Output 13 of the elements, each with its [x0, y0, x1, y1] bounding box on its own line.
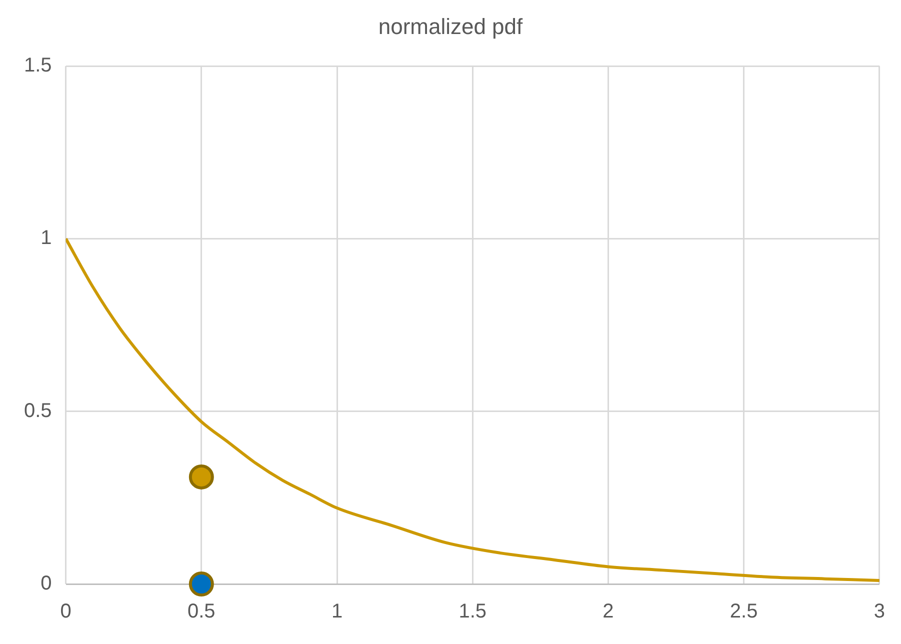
line-series — [66, 237, 880, 582]
y-tick-label: 1 — [40, 227, 52, 250]
x-tick-label: 2 — [602, 600, 614, 623]
x-tick-label: 0 — [60, 600, 72, 623]
x-tick-label: 1 — [331, 600, 343, 623]
y-tick-label: 1.5 — [24, 54, 52, 77]
x-tick-label: 0.5 — [188, 600, 216, 623]
chart-title: normalized pdf — [377, 14, 524, 40]
y-tick-label: 0 — [40, 572, 52, 595]
x-tick-label: 1.5 — [458, 600, 487, 623]
y-tick-label: 0.5 — [24, 400, 52, 422]
x-tick-label: 3 — [874, 600, 885, 623]
x-tick-label: 2.5 — [730, 600, 758, 623]
